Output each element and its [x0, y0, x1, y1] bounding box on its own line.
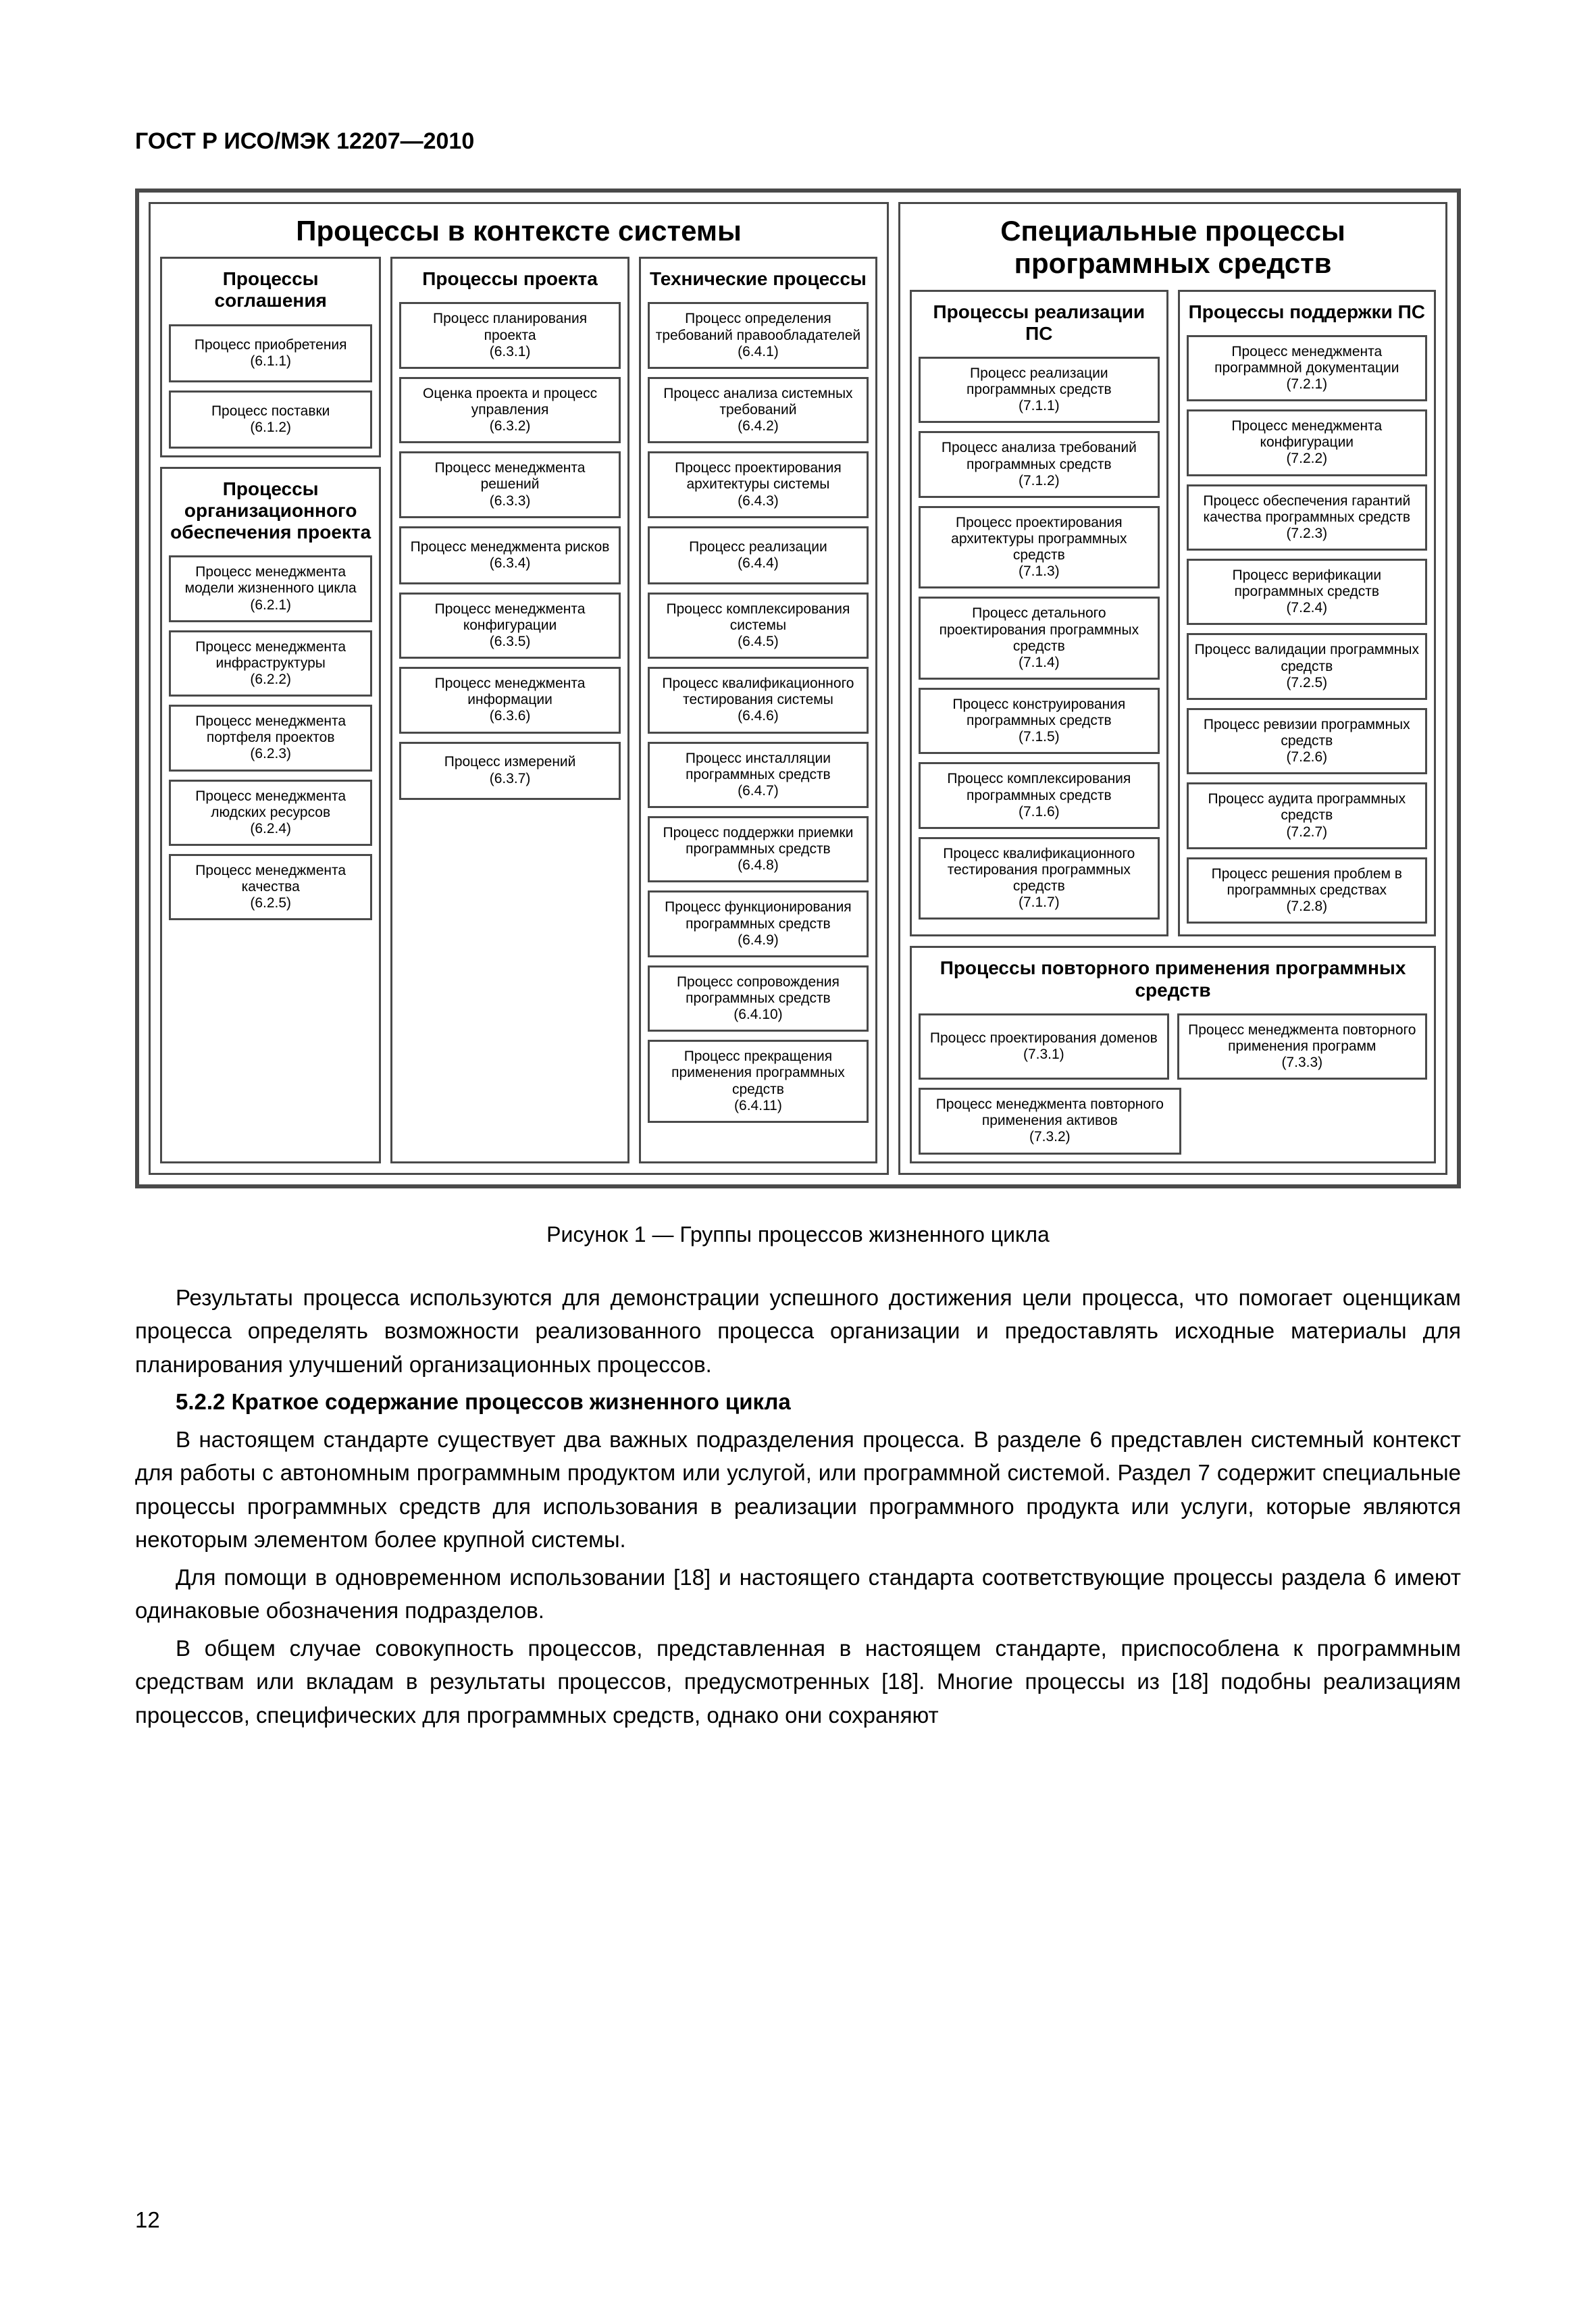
process-box: Процесс квалифика­ционного тестирования …: [919, 837, 1159, 920]
process-box: Процесс ревизии программных средств(7.2.…: [1187, 708, 1427, 774]
body-text: Результаты процесса используются для дем…: [135, 1281, 1461, 1732]
process-box: Процесс менеджмента конфигурации(6.3.5): [399, 593, 620, 659]
process-box: Процесс верификации программных средств(…: [1187, 559, 1427, 625]
process-box: Процесс функционирования программных сре…: [648, 890, 869, 957]
category-impl-title: Процессы реализации ПС: [919, 299, 1159, 349]
category-agreement-title: Процессы соглашения: [169, 266, 372, 316]
process-box: Процесс детального проектирования програ…: [919, 597, 1159, 680]
figure-caption: Рисунок 1 — Группы процессов жизненного …: [135, 1222, 1461, 1247]
doc-header: ГОСТ Р ИСО/МЭК 12207—2010: [135, 128, 1461, 155]
process-box: Процесс комплексирования системы(6.4.5): [648, 593, 869, 659]
process-box: Процесс менеджмента модели жизненного ци…: [169, 555, 372, 622]
process-box: Процесс проектирования доменов(7.3.1): [919, 1013, 1168, 1080]
paragraph: Результаты процесса используются для дем…: [135, 1281, 1461, 1382]
process-box: Процесс менеджмента людских ресурсов(6.2…: [169, 780, 372, 846]
process-box: Процесс инсталляции программных средств(…: [648, 742, 869, 808]
category-agreement: Процессы соглашения Процесс приобретения…: [160, 257, 381, 457]
category-technical: Технические процессы Процесс определения…: [639, 257, 877, 1163]
category-org-title: Процессы организационного обеспечения пр…: [169, 476, 372, 548]
category-impl: Процессы реализации ПС Процесс реализаци…: [910, 290, 1168, 937]
process-box: Процесс валидации программных средств(7.…: [1187, 633, 1427, 699]
process-box: Процесс поставки(6.1.2): [169, 391, 372, 449]
process-box: Процесс планирования проекта(6.3.1): [399, 302, 620, 368]
process-box: Процесс решения проблем в программных ср…: [1187, 857, 1427, 924]
process-box: Процесс менеджмента повторного применени…: [1177, 1013, 1427, 1080]
paragraph: В общем случае совокупность процессов, п…: [135, 1632, 1461, 1732]
process-box: Процесс менеджмента информации(6.3.6): [399, 667, 620, 733]
paragraph: В настоящем стандарте существует два важ…: [135, 1423, 1461, 1557]
process-box: Процесс квалификационного тестирования с…: [648, 667, 869, 733]
process-box: Оценка проекта и процесс управления(6.3.…: [399, 377, 620, 443]
process-box: Процесс менеджмента конфигурации(7.2.2): [1187, 409, 1427, 476]
process-box: Процесс менеджмента качества(6.2.5): [169, 854, 372, 920]
process-box: Процесс менеджмента повторного применени…: [919, 1088, 1181, 1154]
section-heading: 5.2.2 Краткое содержание процессов жизне…: [135, 1385, 1461, 1419]
process-box: Процесс реализации(6.4.4): [648, 526, 869, 584]
category-support-title: Процессы поддержки ПС: [1187, 299, 1427, 327]
process-box: Процесс менеджмента рисков(6.3.4): [399, 526, 620, 584]
process-box: Процесс конструирования программных сред…: [919, 688, 1159, 754]
figure-1: Процессы в контексте системы Процессы со…: [135, 188, 1461, 1188]
panel-software-processes-title: Специальные процессы программных средств: [910, 215, 1436, 280]
category-project-title: Процессы проекта: [399, 266, 620, 294]
category-project: Процессы проекта Процесс планирования пр…: [390, 257, 629, 1163]
process-box: Процесс аудита программных средств(7.2.7…: [1187, 782, 1427, 849]
process-box: Процесс сопровождения программных средст…: [648, 965, 869, 1032]
category-technical-title: Технические процессы: [648, 266, 869, 294]
page-number: 12: [135, 2207, 160, 2233]
category-org: Процессы организационного обеспечения пр…: [160, 467, 381, 1163]
process-box: Процесс реализации программных средств(7…: [919, 357, 1159, 423]
process-box: Процесс менеджмента инфраструктуры(6.2.2…: [169, 630, 372, 697]
process-box: Процесс приобретения(6.1.1): [169, 324, 372, 382]
process-box: Процесс определения требований правообла…: [648, 302, 869, 368]
process-box: Процесс менеджмента программной документ…: [1187, 335, 1427, 401]
category-support: Процессы поддержки ПС Процесс менеджмент…: [1178, 290, 1436, 937]
paragraph: Для помощи в одновременном использовании…: [135, 1561, 1461, 1628]
process-box: Процесс измерений(6.3.7): [399, 742, 620, 800]
process-box: Процесс обеспечения гарантий качества пр…: [1187, 484, 1427, 551]
process-box: Процесс проекти­рования архитектуры прог…: [919, 506, 1159, 589]
process-box: Процесс анализа требований программных с…: [919, 431, 1159, 497]
process-box: Процесс менеджмента решений(6.3.3): [399, 451, 620, 518]
category-reuse: Процессы повторного применения программн…: [910, 946, 1436, 1163]
process-box: Процесс комплексирования программных сре…: [919, 762, 1159, 828]
process-box: Процесс анализа системных требований(6.4…: [648, 377, 869, 443]
process-box: Процесс проектирования архитектуры систе…: [648, 451, 869, 518]
panel-system-context-title: Процессы в контексте системы: [160, 215, 877, 247]
panel-system-context: Процессы в контексте системы Процессы со…: [149, 202, 889, 1175]
process-box: Процесс поддержки приемки программных ср…: [648, 816, 869, 882]
category-reuse-title: Процессы повторного применения программн…: [919, 955, 1427, 1005]
process-box: Процесс менеджмента портфеля проектов(6.…: [169, 705, 372, 771]
panel-software-processes: Специальные процессы программных средств…: [898, 202, 1447, 1175]
process-box: Процесс прекращения применения программн…: [648, 1040, 869, 1123]
